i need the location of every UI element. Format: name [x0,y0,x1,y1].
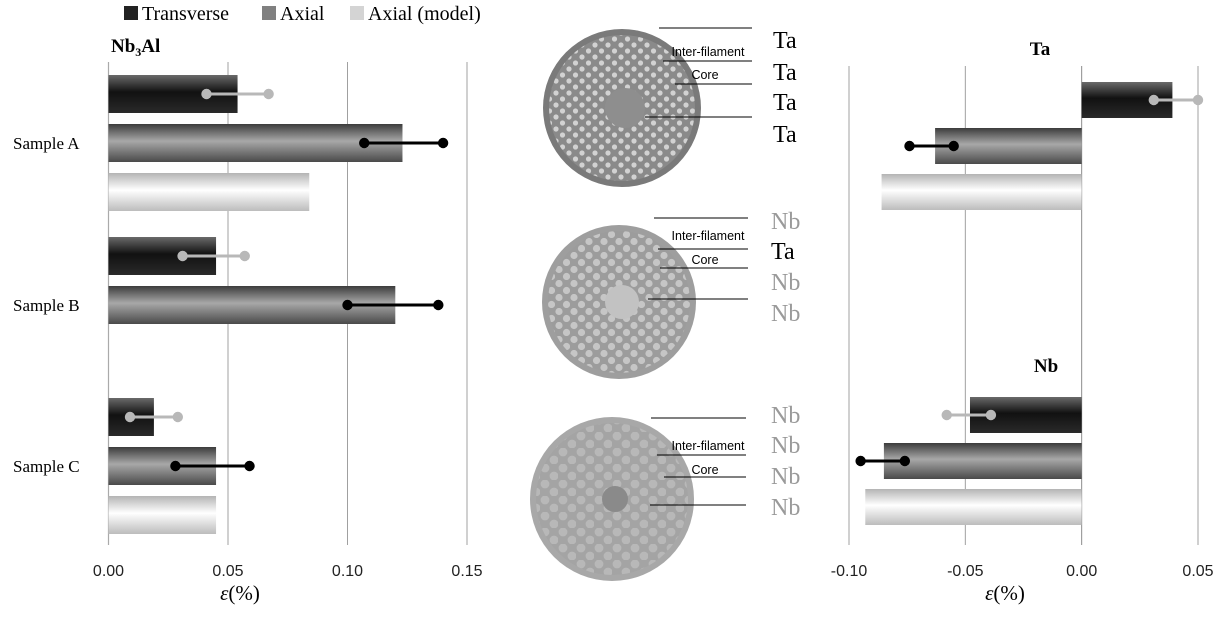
error-point [239,250,250,262]
legend: Transverse Axial Axial (model) [124,3,481,25]
region-material-label: Ta [773,60,797,86]
bar-axial-model [108,496,217,534]
region-material-label: Ta [773,122,797,148]
micrograph-wire: Ta Ta Ta Ta Inter-filament Core [543,27,797,187]
error-point [172,411,184,423]
micrographs: Ta Ta Ta Ta Inter-filament Core Nb Ta Nb Nb Inter-… [530,27,800,581]
nb-bar-axial-model [865,489,1082,525]
region-material-label: Nb [771,403,800,429]
region-material-label: Nb [771,270,800,296]
nb3al-error-bars [124,88,449,472]
ta-nb-tick-labels: -0.10 -0.05 0.00 0.05 [831,563,1214,580]
error-point [263,88,274,100]
error-point [1192,94,1204,106]
error-point [170,460,181,472]
core-label: Core [691,68,718,82]
nb3al-tick-label: 0.05 [212,563,243,580]
bar-axial-model [108,173,310,211]
error-point [201,88,212,100]
category-label: Sample A [13,134,80,153]
category-label: Sample C [13,457,80,476]
legend-label-axial-model: Axial (model) [368,3,481,25]
nb3al-category-labels: Sample A Sample B Sample C [13,134,80,476]
ta-nb-panel: Ta Nb -0.10 -0.05 0.00 0.05 ε(%) [831,39,1214,605]
ta-nb-tick-label: 0.00 [1066,563,1097,580]
error-point [904,140,915,152]
region-material-label: Nb [771,209,800,235]
wire-core [605,285,639,319]
legend-swatch-axial [262,6,276,20]
error-point [124,411,136,423]
ta-bar-axial [935,128,1082,164]
ta-title: Ta [1030,39,1051,60]
nb3al-tick-label: 0.10 [332,563,363,580]
nb3al-tick-label: 0.00 [93,563,124,580]
legend-label-axial: Axial [280,3,325,25]
nb3al-tick-label: 0.15 [451,563,482,580]
error-point [342,299,353,311]
category-label: Sample B [13,296,80,315]
core-label: Core [691,253,718,267]
region-material-label: Nb [771,464,800,490]
ta-nb-tick-label: -0.10 [831,563,868,580]
error-point [941,409,952,421]
core-label: Core [691,463,718,477]
error-point [855,455,866,467]
region-material-label: Ta [773,90,797,116]
region-material-label: Ta [773,28,797,54]
ta-bar-axial-model [881,174,1082,210]
ta-nb-bars [865,82,1173,525]
wire-core [602,486,628,512]
error-point [433,299,444,311]
nb3al-title: Nb3Al [111,36,160,59]
region-material-label: Nb [771,301,800,327]
ta-nb-tick-label: 0.05 [1182,563,1213,580]
error-point [177,250,188,262]
region-material-label: Nb [771,433,800,459]
inter-filament-label: Inter-filament [672,45,745,59]
ta-nb-xlabel: ε(%) [985,581,1025,605]
nb3al-tick-labels: 0.00 0.05 0.10 0.15 [93,563,483,580]
micrograph-wire: Nb Ta Nb Nb Inter-filament Core [542,209,800,379]
error-point [985,409,997,421]
ta-nb-error-bars [855,94,1204,467]
error-point [244,460,255,472]
inter-filament-label: Inter-filament [672,229,745,243]
micrograph-wire: Nb Nb Nb Nb Inter-filament Core [530,403,800,581]
bar-axial [108,124,403,162]
error-point [948,140,959,152]
error-point [899,455,911,467]
legend-swatch-axial-model [350,6,364,20]
legend-label-transverse: Transverse [142,3,229,25]
inter-filament-label: Inter-filament [672,439,745,453]
wire-core [605,88,645,128]
nb-bar-axial [883,443,1082,479]
region-material-label: Nb [771,495,800,521]
region-material-label: Ta [771,239,795,265]
legend-swatch-transverse [124,6,138,20]
error-point [1148,94,1159,106]
error-point [437,137,449,149]
ta-nb-tick-label: -0.05 [947,563,984,580]
nb-title: Nb [1034,356,1058,377]
nb3al-xlabel: ε(%) [220,581,260,605]
error-point [359,137,370,149]
